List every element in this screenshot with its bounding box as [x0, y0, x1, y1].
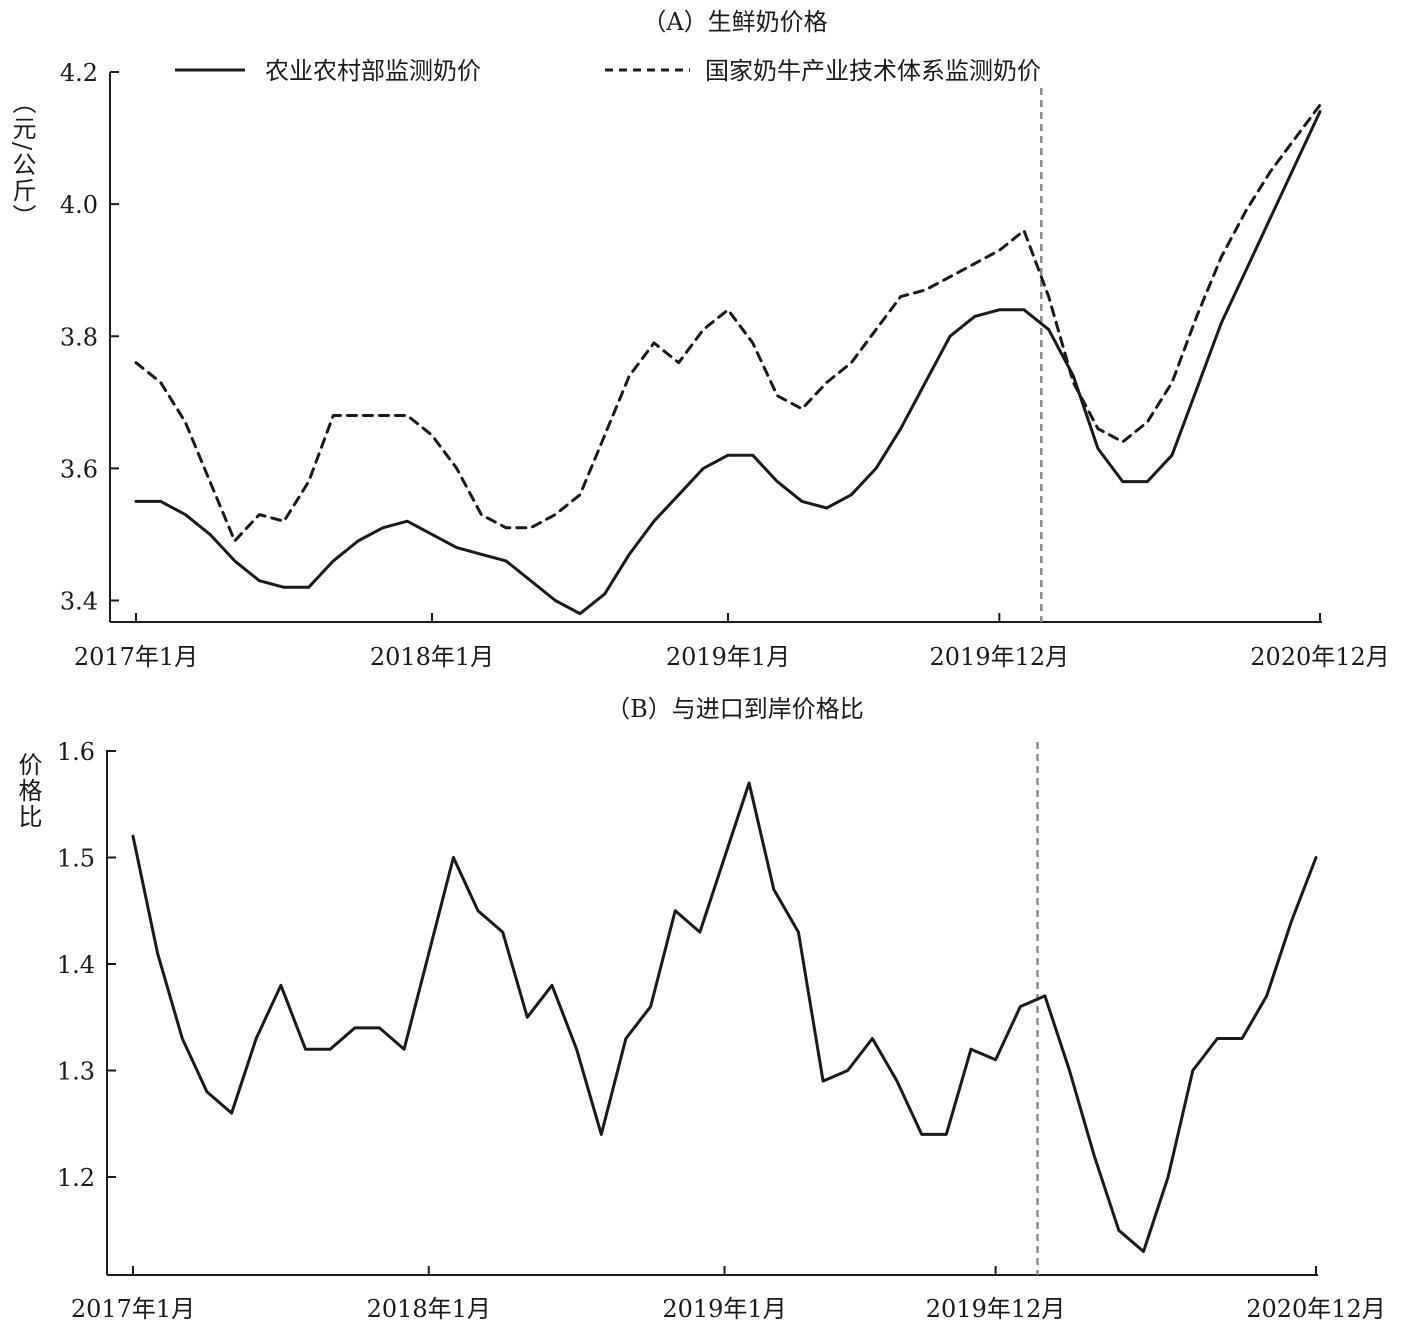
x-tick-label: 2019年1月 — [666, 643, 790, 671]
panel-a-y-axis-label: （元/公斤） — [8, 90, 36, 230]
panel-a-series — [134, 103, 1322, 616]
x-tick-label: 2019年12月 — [926, 1295, 1066, 1323]
x-tick-label: 2018年1月 — [370, 643, 494, 671]
panel-a-fresh-milk-price: （A）生鲜奶价格 农业农村部监测奶价 国家奶牛产业技术体系监测奶价 （元/公斤）… — [8, 8, 1390, 671]
series-line-solid-a0 — [134, 110, 1322, 616]
x-tick-label: 2017年1月 — [74, 643, 198, 671]
panel-b-x-ticks: 2017年1月 2018年1月 2019年1月 2019年12月 2020年12月 — [71, 1266, 1386, 1323]
x-tick-label: 2019年1月 — [662, 1295, 786, 1323]
y-tick-label: 1.4 — [57, 951, 95, 979]
panel-b-y-axis-label: 价格比 — [14, 752, 42, 830]
y-tick-label: 1.2 — [57, 1164, 95, 1192]
series-line-solid-b0 — [131, 781, 1318, 1253]
legend-label-cars-price: 国家奶牛产业技术体系监测奶价 — [705, 57, 1041, 85]
y-tick-label: 3.4 — [60, 588, 98, 616]
y-tick-label: 1.3 — [57, 1058, 95, 1086]
panel-a-title: （A）生鲜奶价格 — [642, 8, 827, 36]
x-tick-label: 2018年1月 — [367, 1295, 491, 1323]
y-tick-label: 1.5 — [57, 845, 95, 873]
panel-b-series — [131, 781, 1318, 1253]
panel-b-price-ratio: （B）与进口到岸价格比 价格比 1.21.31.41.51.6 2017年1月 2… — [14, 695, 1386, 1323]
y-tick-label: 1.6 — [57, 738, 95, 766]
panel-b-title: （B）与进口到岸价格比 — [606, 695, 864, 723]
x-tick-label: 2019年12月 — [930, 643, 1070, 671]
y-tick-label: 4.2 — [60, 59, 98, 87]
x-tick-label: 2020年12月 — [1250, 643, 1390, 671]
series-line-dashed-a1 — [134, 103, 1322, 543]
panel-a-legend: 农业农村部监测奶价 国家奶牛产业技术体系监测奶价 — [175, 57, 1041, 85]
y-tick-label: 3.8 — [60, 323, 98, 351]
x-tick-label: 2017年1月 — [71, 1295, 195, 1323]
y-tick-label: 4.0 — [60, 191, 98, 219]
panel-b-y-ticks: 1.2 1.3 1.4 1.5 1.6 — [57, 738, 116, 1192]
x-tick-label: 2020年12月 — [1246, 1295, 1386, 1323]
panel-a-y-ticks: 3.4 3.6 3.8 4.0 4.2 — [60, 59, 119, 616]
y-tick-label: 3.6 — [60, 455, 98, 483]
legend-label-moa-price: 农业农村部监测奶价 — [265, 57, 481, 85]
panel-a-x-ticks: 2017年1月 2018年1月 2019年1月 2019年12月 2020年12月 — [74, 613, 1390, 671]
